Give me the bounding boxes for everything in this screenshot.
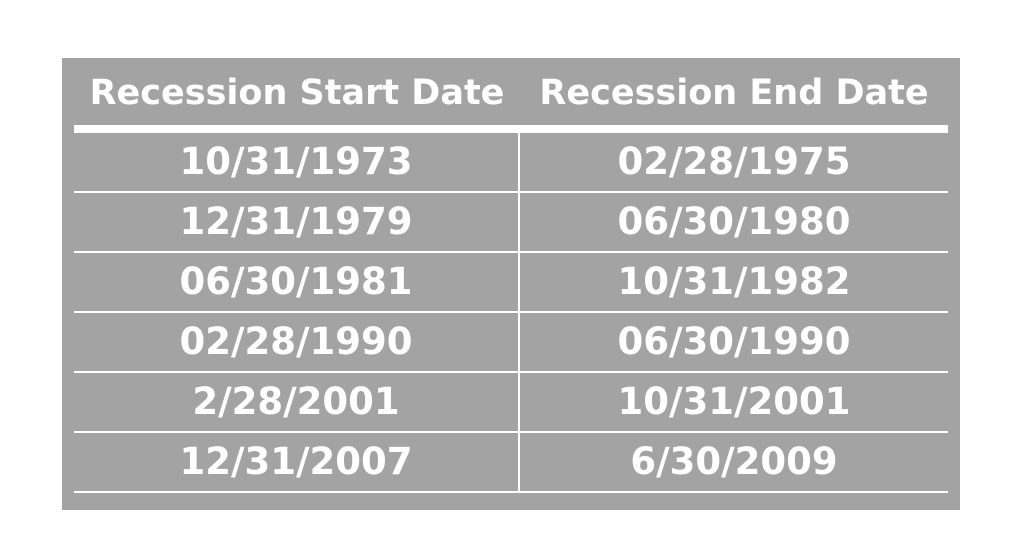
start-date-cell: 02/28/1990 — [74, 313, 520, 371]
table-row: 12/31/1979 06/30/1980 — [74, 193, 948, 253]
header-end-date: Recession End Date — [539, 73, 929, 113]
table-row: 02/28/1990 06/30/1990 — [74, 313, 948, 373]
table-row: 2/28/2001 10/31/2001 — [74, 373, 948, 433]
recession-table: Recession Start Date Recession End Date … — [74, 58, 948, 493]
start-date-cell: 12/31/2007 — [74, 433, 520, 491]
table-row: 06/30/1981 10/31/1982 — [74, 253, 948, 313]
start-date-cell: 12/31/1979 — [74, 193, 520, 251]
end-date-cell: 10/31/2001 — [617, 380, 851, 423]
start-date-cell: 2/28/2001 — [74, 373, 520, 431]
end-date-cell: 06/30/1980 — [617, 200, 851, 243]
header-start-date: Recession Start Date — [89, 73, 505, 113]
start-date-cell: 06/30/1981 — [74, 253, 520, 311]
table-row: 12/31/2007 6/30/2009 — [74, 433, 948, 493]
end-date-cell: 06/30/1990 — [617, 320, 851, 363]
end-date-cell: 02/28/1975 — [617, 140, 851, 183]
header-divider — [74, 125, 948, 133]
start-date-cell: 10/31/1973 — [74, 133, 520, 191]
recession-table-panel: Recession Start Date Recession End Date … — [62, 58, 960, 510]
table-row: 10/31/1973 02/28/1975 — [74, 133, 948, 193]
table-header-row: Recession Start Date Recession End Date — [74, 58, 948, 125]
end-date-cell: 10/31/1982 — [617, 260, 851, 303]
end-date-cell: 6/30/2009 — [630, 440, 838, 483]
